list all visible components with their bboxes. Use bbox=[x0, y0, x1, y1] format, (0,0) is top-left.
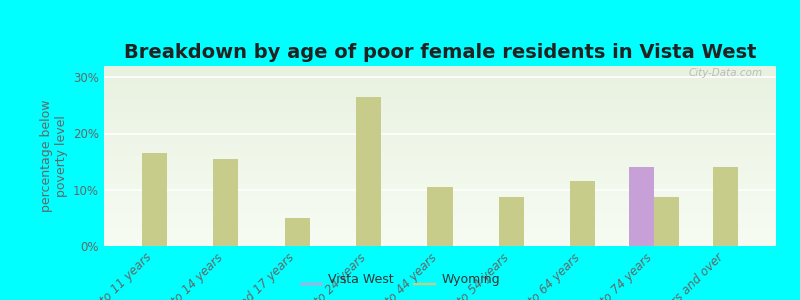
Bar bbox=[654, 196, 679, 246]
Text: City-Data.com: City-Data.com bbox=[689, 68, 762, 78]
Bar bbox=[714, 167, 738, 246]
Y-axis label: percentage below
poverty level: percentage below poverty level bbox=[39, 100, 67, 212]
Legend: Vista West, Wyoming: Vista West, Wyoming bbox=[294, 268, 506, 291]
Bar bbox=[499, 196, 524, 246]
Bar bbox=[356, 97, 381, 246]
Title: Breakdown by age of poor female residents in Vista West: Breakdown by age of poor female resident… bbox=[124, 43, 756, 62]
Bar bbox=[630, 167, 654, 246]
Bar bbox=[213, 159, 238, 246]
Bar bbox=[427, 187, 453, 246]
Bar bbox=[285, 218, 310, 246]
Bar bbox=[570, 181, 595, 246]
Bar bbox=[142, 153, 166, 246]
